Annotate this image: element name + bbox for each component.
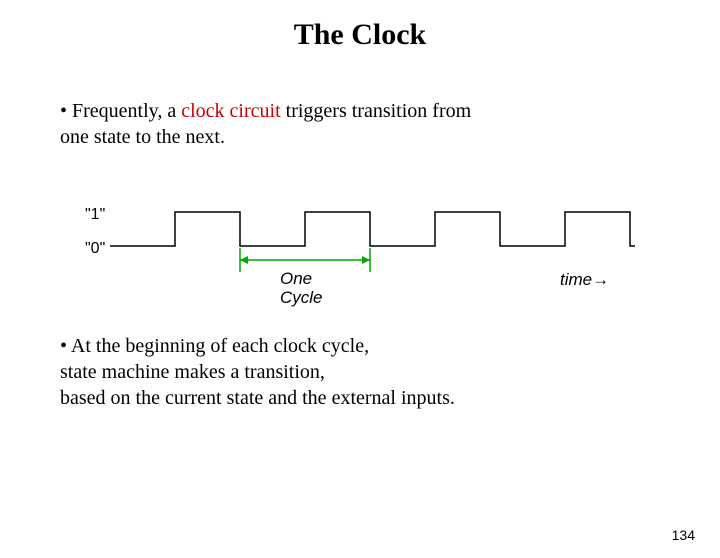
bullet-1: • Frequently, a clock circuit triggers t…: [60, 98, 471, 150]
level-high-label: "1": [85, 206, 105, 224]
bullet2-l3: based on the current state and the exter…: [60, 387, 455, 409]
time-axis-label: time→: [560, 270, 609, 290]
one-cycle-label: One Cycle: [280, 270, 323, 307]
bullet1-line2: one state to the next.: [60, 126, 225, 148]
one-cycle-l2: Cycle: [280, 288, 323, 307]
time-text: time: [560, 270, 592, 289]
bullet1-prefix: • Frequently, a: [60, 100, 181, 122]
bullet2-l1: • At the beginning of each clock cycle,: [60, 335, 369, 357]
clock-waveform-diagram: [110, 202, 640, 277]
bullet1-suffix: triggers transition from: [281, 100, 472, 122]
slide-title: The Clock: [0, 18, 720, 52]
arrow-icon: →: [592, 270, 609, 289]
bullet-2: • At the beginning of each clock cycle, …: [60, 333, 455, 411]
one-cycle-l1: One: [280, 269, 312, 288]
page-number: 134: [672, 527, 695, 543]
level-low-label: "0": [85, 240, 105, 258]
bullet2-l2: state machine makes a transition,: [60, 361, 325, 383]
bullet1-highlight: clock circuit: [181, 100, 280, 122]
